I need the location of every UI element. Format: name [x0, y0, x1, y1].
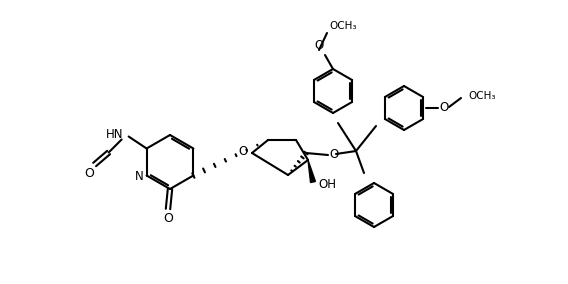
Text: O: O: [329, 147, 339, 160]
Text: O: O: [85, 167, 94, 180]
Polygon shape: [308, 160, 315, 183]
Text: O: O: [314, 39, 324, 51]
Text: HN: HN: [106, 128, 123, 141]
Text: O: O: [163, 212, 173, 224]
Text: OCH₃: OCH₃: [468, 91, 495, 101]
Text: O: O: [440, 101, 449, 114]
Text: O: O: [239, 145, 248, 158]
Text: OCH₃: OCH₃: [329, 21, 357, 31]
Text: N: N: [135, 170, 144, 183]
Text: OH: OH: [318, 178, 336, 191]
